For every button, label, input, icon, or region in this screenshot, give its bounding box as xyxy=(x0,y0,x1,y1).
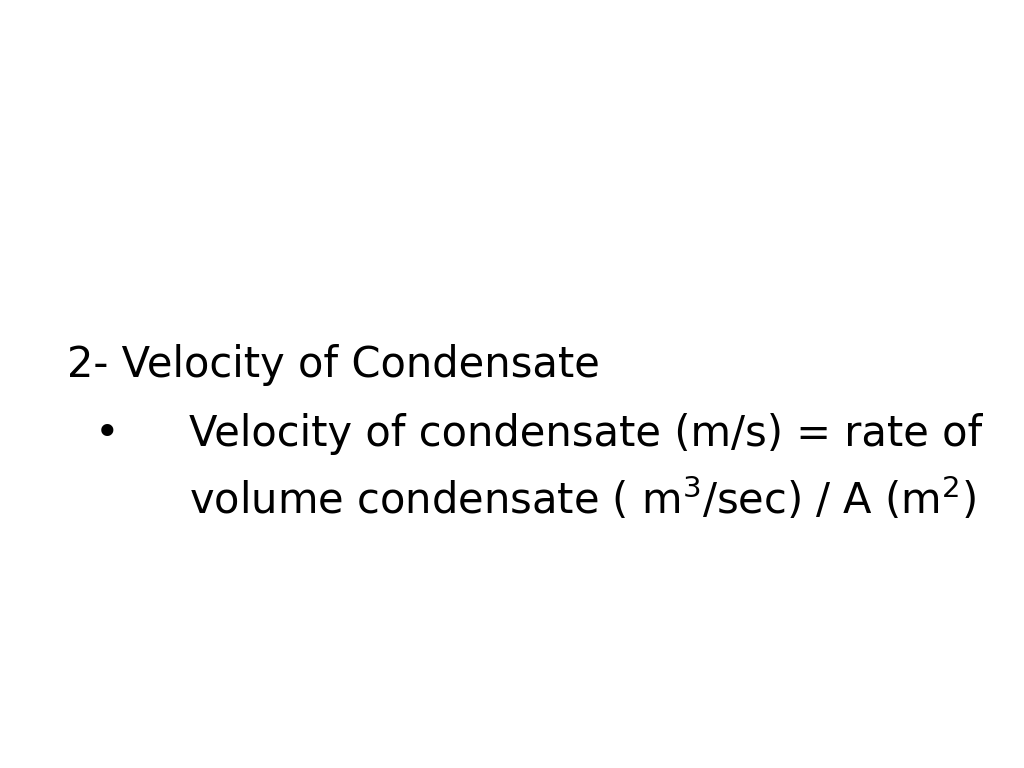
Text: •: • xyxy=(95,413,120,455)
Text: volume condensate ( m$^3$/sec) / A (m$^2$): volume condensate ( m$^3$/sec) / A (m$^2… xyxy=(189,475,977,523)
Text: Velocity of condensate (m/s) = rate of: Velocity of condensate (m/s) = rate of xyxy=(189,413,983,455)
Text: 2- Velocity of Condensate: 2- Velocity of Condensate xyxy=(67,344,599,386)
